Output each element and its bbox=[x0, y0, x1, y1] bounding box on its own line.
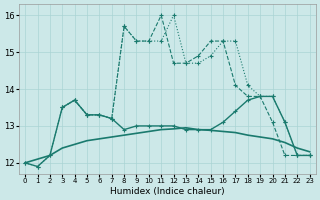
X-axis label: Humidex (Indice chaleur): Humidex (Indice chaleur) bbox=[110, 187, 225, 196]
